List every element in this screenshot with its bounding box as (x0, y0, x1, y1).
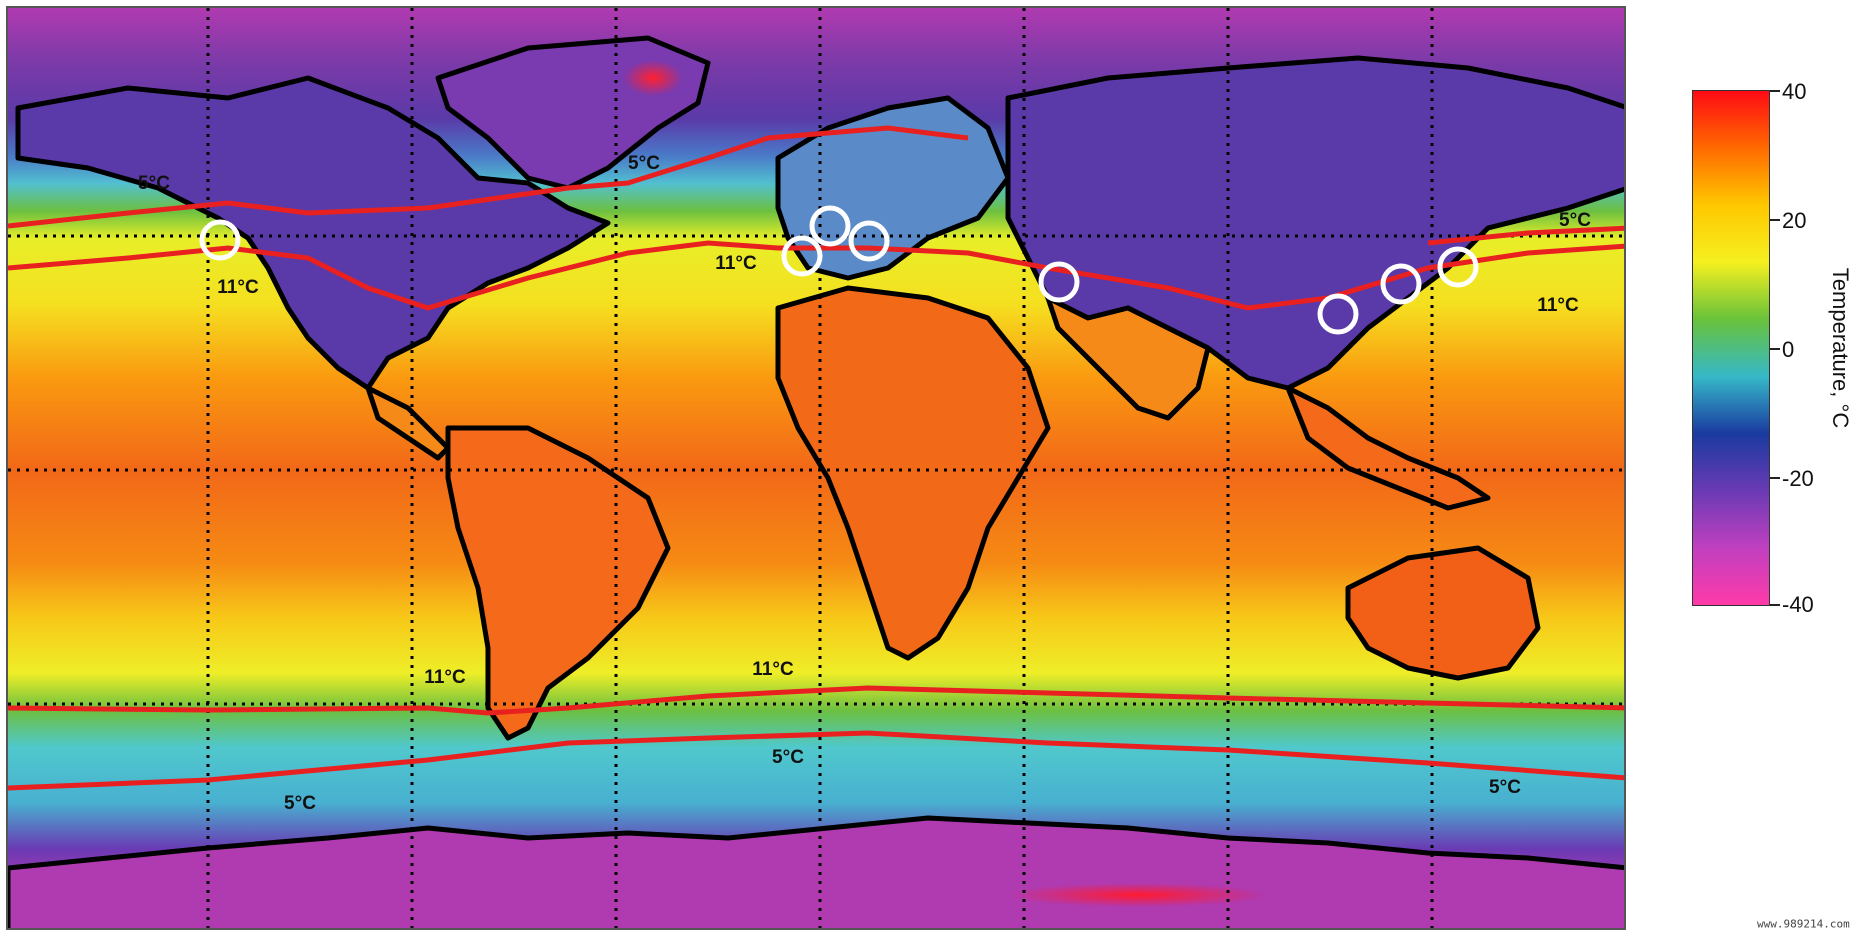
watermark: www.989214.com (1757, 917, 1850, 931)
antarctic-hot-spot (1008, 883, 1268, 907)
highlight-circles (199, 205, 1479, 335)
isotherm-north-5c (8, 125, 969, 229)
greenland-hot-spot (623, 60, 683, 96)
graticule (8, 8, 1624, 928)
australia (1345, 545, 1541, 681)
colorbar-tick (1770, 90, 1780, 92)
isotherm-label-5c-south-pacific-west: 5°C (284, 793, 316, 814)
isotherm-label-5c-north-atlantic: 5°C (628, 153, 660, 174)
isotherm-label-5c-north-pacific-west: 5°C (138, 173, 170, 194)
colorbar-label-20: 20 (1782, 208, 1807, 233)
isotherm-label-11c-north-atlantic: 11°C (715, 253, 757, 274)
colorbar-tick (1770, 604, 1780, 606)
isotherm-north-5c-pacific (1427, 225, 1624, 246)
isotherm-label-11c-south-atlantic: 11°C (752, 659, 794, 680)
southeast-asia (1285, 385, 1491, 511)
isotherm-south-11c (8, 685, 1624, 716)
isotherm-label-11c-south-america: 11°C (424, 667, 466, 688)
colorbar (1692, 90, 1770, 606)
colorbar-tick (1770, 219, 1780, 221)
map-graphic (8, 8, 1624, 928)
central-america (365, 385, 451, 461)
colorbar-label-0: 0 (1782, 337, 1795, 362)
isotherm-south-5c (8, 730, 1624, 791)
isotherm-label-11c-north-pacific-east: 11°C (1537, 295, 1579, 316)
isotherm-label-5c-south-atlantic: 5°C (772, 747, 804, 768)
colorbar-label-40: 40 (1782, 79, 1807, 104)
isotherm-label-11c-north-pacific: 11°C (217, 277, 259, 298)
isotherm-label-5c-south-pacific-east: 5°C (1489, 777, 1521, 798)
africa (775, 285, 1051, 661)
colorbar-tick (1770, 348, 1780, 350)
colorbar-label-minus-20: -20 (1782, 466, 1814, 491)
colorbar-label-minus-40: -40 (1782, 592, 1814, 617)
temperature-map: 5°C 5°C 5°C 11°C 11°C 11°C 11°C 11°C 5°C… (6, 6, 1626, 930)
colorbar-title: Temperature, °C (1828, 267, 1853, 429)
colorbar-tick (1770, 477, 1780, 479)
south-asia (1045, 295, 1211, 421)
isotherm-label-5c-north-pacific-east: 5°C (1559, 210, 1591, 231)
